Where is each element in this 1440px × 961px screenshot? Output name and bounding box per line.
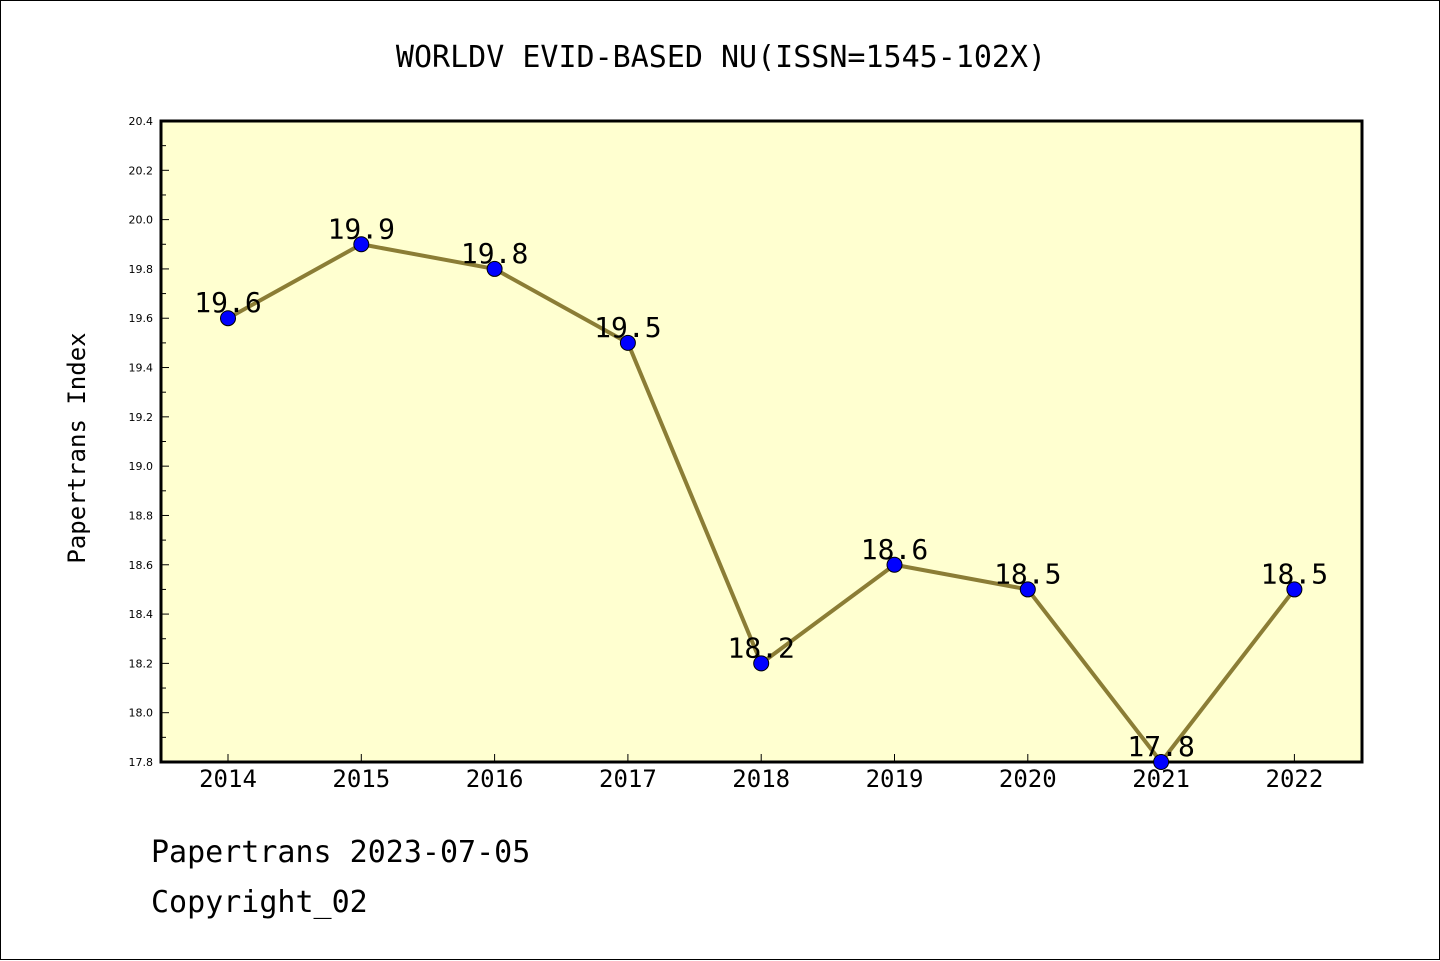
y-tick-label: 19.6 <box>129 312 154 325</box>
y-tick-label: 18.2 <box>129 657 154 670</box>
data-label: 19.6 <box>194 286 261 319</box>
y-axis-label: Papertrans Index <box>63 332 91 563</box>
y-tick-label: 18.8 <box>129 509 154 522</box>
series-group: 19.6 19.9 19.8 19.5 18.2 18.6 18.5 17.8 18.5 <box>194 212 1328 770</box>
data-label: 17.8 <box>1127 730 1194 763</box>
y-tick-label: 20.4 <box>129 115 154 128</box>
data-label: 18.6 <box>861 533 928 566</box>
footer-date: Papertrans 2023-07-05 <box>151 835 531 870</box>
data-point <box>1286 581 1303 598</box>
footer-copyright: Copyright_02 <box>151 885 368 920</box>
data-label: 18.5 <box>1261 557 1328 590</box>
y-tick-label: 17.8 <box>129 756 154 769</box>
y-tick-label: 18.4 <box>129 608 154 621</box>
y-tick-label: 19.2 <box>129 411 154 424</box>
y-axis-ticks: 17.8 18.0 18.2 18.4 18.6 18.8 19.0 19.2 19.4 19.6… <box>129 115 169 769</box>
plot-area <box>159 119 1364 764</box>
x-tick-label: 2018 <box>732 765 790 793</box>
data-point <box>1019 581 1036 598</box>
x-axis-ticks: 2014 2015 2016 2017 2018 2019 2020 2021 2022 <box>199 754 1323 793</box>
data-point <box>619 334 636 351</box>
y-tick-label: 18.6 <box>129 559 154 572</box>
chart-title: WORLDV EVID-BASED NU(ISSN=1545-102X) <box>396 40 1046 75</box>
data-point <box>1153 754 1170 770</box>
y-tick-label: 20.2 <box>129 164 154 177</box>
y-tick-label: 19.4 <box>129 362 154 375</box>
x-tick-label: 2016 <box>466 765 524 793</box>
data-label: 19.8 <box>461 237 528 270</box>
data-label: 19.9 <box>328 212 395 245</box>
y-tick-label: 19.8 <box>129 263 154 276</box>
y-tick-label: 20.0 <box>129 214 154 227</box>
data-label: 18.2 <box>727 631 794 664</box>
data-label: 18.5 <box>994 557 1061 590</box>
y-tick-label: 18.0 <box>129 707 154 720</box>
x-tick-label: 2019 <box>866 765 924 793</box>
data-point <box>353 236 370 253</box>
x-tick-label: 2015 <box>332 765 390 793</box>
x-tick-label: 2020 <box>999 765 1057 793</box>
x-tick-label: 2017 <box>599 765 657 793</box>
data-label: 19.5 <box>594 311 661 344</box>
y-tick-label: 19.0 <box>129 460 154 473</box>
data-point <box>486 260 503 277</box>
data-point <box>220 310 236 327</box>
x-tick-label: 2014 <box>199 765 257 793</box>
data-point <box>886 556 903 573</box>
x-tick-label: 2022 <box>1266 765 1324 793</box>
data-point <box>753 655 770 672</box>
